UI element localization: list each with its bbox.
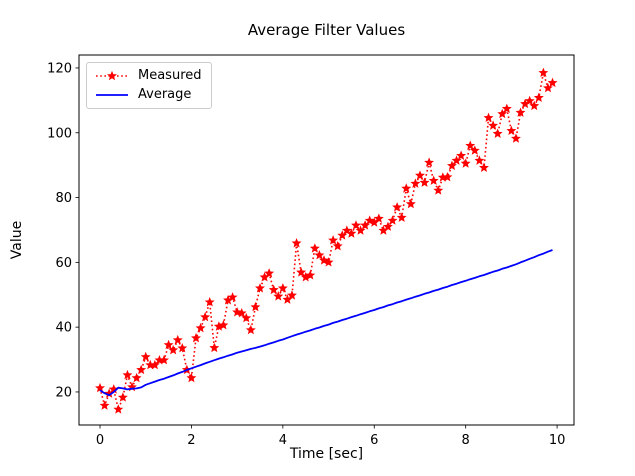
- y-tick-label: 20: [55, 385, 72, 400]
- measured-series-line: [99, 72, 554, 413]
- measured-dotted-star-icon: [96, 70, 128, 81]
- y-tick-label: 60: [55, 256, 72, 271]
- x-tick-label: 8: [462, 433, 470, 448]
- y-tick-label: 100: [47, 126, 72, 141]
- x-tick-label: 0: [96, 433, 104, 448]
- x-tick-label: 10: [549, 433, 566, 448]
- chart-title: Average Filter Values: [247, 21, 406, 39]
- y-tick-label: 80: [55, 191, 72, 206]
- x-tick-label: 4: [279, 433, 287, 448]
- x-tick-label: 6: [370, 433, 378, 448]
- y-tick-label: 120: [47, 61, 72, 76]
- y-tick-label: 40: [55, 321, 72, 336]
- average-series-line: [99, 249, 553, 397]
- average-solid-line-icon: [96, 94, 128, 96]
- legend-entry-measured: Measured: [95, 68, 202, 84]
- measured-point-markers: [95, 67, 558, 414]
- y-axis-label: Value: [9, 220, 25, 260]
- legend-label-measured: Measured: [138, 68, 202, 83]
- legend-label-average: Average: [138, 87, 192, 102]
- x-axis-label: Time [sec]: [289, 446, 364, 462]
- axes-frame: [78, 54, 575, 426]
- legend: Measured Average: [86, 62, 212, 109]
- legend-entry-average: Average: [95, 87, 202, 103]
- x-tick-label: 2: [187, 433, 195, 448]
